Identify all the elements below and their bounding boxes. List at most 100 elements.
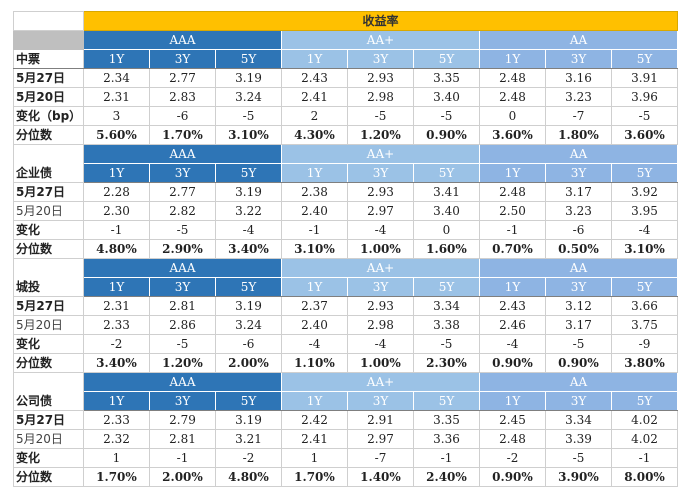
value-cell: 2.45 [479, 410, 546, 430]
value-cell: 3.80% [610, 353, 679, 373]
value-cell: 3.10% [281, 239, 348, 259]
tenor-header: 1Y [83, 49, 150, 69]
value-cell: 2.42 [281, 410, 348, 430]
tenor-header: 3Y [545, 163, 612, 183]
tenor-header: 5Y [611, 277, 678, 297]
value-cell: 4.30% [281, 125, 348, 145]
value-cell: 2.28 [83, 182, 150, 202]
value-cell: 2.40% [413, 467, 480, 487]
value-cell: 2.98 [347, 87, 414, 107]
table-row: 5月27日 2.34 2.77 3.19 2.43 2.93 3.35 2.48 3.16 3.9… [13, 68, 679, 88]
value-cell: 1.80% [545, 125, 612, 145]
value-cell: 3.23 [545, 201, 612, 221]
table-row: 变化 1 -1 -2 1 -7 -1 -2 -5 -1 [13, 448, 679, 468]
value-cell: -5 [545, 334, 612, 354]
value-cell: 3.36 [413, 429, 480, 449]
value-cell: 0.90% [479, 467, 546, 487]
value-cell: 3.96 [610, 87, 679, 107]
value-cell: 3.35 [413, 410, 480, 430]
value-cell: 2.86 [149, 315, 216, 335]
table-row: 5月27日 2.33 2.79 3.19 2.42 2.91 3.35 2.45 3.34 4.0… [13, 410, 679, 430]
row-label: 5月27日 [13, 296, 84, 316]
tenor-header: 1Y [83, 163, 150, 183]
value-cell: 2.97 [347, 429, 414, 449]
value-cell: 2.77 [149, 68, 216, 88]
grade-header: AA [479, 144, 678, 164]
value-cell: -5 [347, 106, 414, 126]
value-cell: 3.34 [545, 410, 612, 430]
table-row: 分位数 4.80% 2.90% 3.40% 3.10% 1.00% 1.60% 0.70% 0.… [13, 239, 679, 259]
value-cell: 1.40% [347, 467, 414, 487]
value-cell: 3.23 [545, 87, 612, 107]
value-cell: 4.80% [83, 239, 150, 259]
value-cell: 2.79 [149, 410, 216, 430]
value-cell: -1 [479, 220, 546, 240]
value-cell: 3 [83, 106, 150, 126]
tenor-header: 5Y [611, 163, 678, 183]
value-cell: 0.90% [413, 125, 480, 145]
value-cell: -4 [215, 220, 282, 240]
value-cell: 3.19 [215, 68, 282, 88]
value-cell: 2.33 [83, 315, 150, 335]
row-label: 5月20日 [13, 315, 84, 335]
value-cell: -7 [545, 106, 612, 126]
value-cell: 4.02 [610, 429, 679, 449]
value-cell: 8.00% [610, 467, 679, 487]
value-cell: 2.40 [281, 201, 348, 221]
value-cell: 3.39 [545, 429, 612, 449]
grade-header: AA+ [281, 30, 480, 50]
grade-header-row: 城投 AAA AA+ AA [13, 258, 678, 297]
grade-header-row: 公司债 AAA AA+ AA [13, 372, 678, 411]
table-title: 收益率 [82, 11, 679, 31]
row-label: 变化 [13, 334, 84, 354]
value-cell: 3.24 [215, 87, 282, 107]
row-label: 5月27日 [13, 68, 84, 88]
value-cell: -5 [215, 106, 282, 126]
tenor-header: 5Y [413, 163, 480, 183]
value-cell: 2.34 [83, 68, 150, 88]
value-cell: 3.40 [413, 201, 480, 221]
value-cell: 2.77 [149, 182, 216, 202]
table-row: 分位数 3.40% 1.20% 2.00% 1.10% 1.00% 2.30% 0.90% 0.… [13, 353, 679, 373]
value-cell: -6 [149, 106, 216, 126]
table-row: 5月20日 2.31 2.83 3.24 2.41 2.98 3.40 2.48 3.23 3.9… [13, 87, 679, 107]
value-cell: 2.00% [149, 467, 216, 487]
grade-header: AA+ [281, 372, 480, 392]
row-label: 分位数 [13, 467, 84, 487]
table-row: 分位数 5.60% 1.70% 3.10% 4.30% 1.20% 0.90% 3.60% 1.… [13, 125, 679, 145]
value-cell: 0.90% [545, 353, 612, 373]
corner-cell [13, 11, 84, 31]
value-cell: 0.70% [479, 239, 546, 259]
value-cell: 2.37 [281, 296, 348, 316]
value-cell: 2.32 [83, 429, 150, 449]
row-label: 5月20日 [13, 429, 84, 449]
row-label: 5月27日 [13, 182, 84, 202]
tenor-header: 3Y [149, 277, 216, 297]
value-cell: 2.43 [281, 68, 348, 88]
row-label: 变化 [13, 448, 84, 468]
value-cell: 0 [479, 106, 546, 126]
value-cell: 1.00% [347, 353, 414, 373]
value-cell: 3.38 [413, 315, 480, 335]
value-cell: 3.91 [610, 68, 679, 88]
tenor-header: 3Y [149, 391, 216, 411]
value-cell: 2.48 [479, 429, 546, 449]
value-cell: 2.00% [215, 353, 282, 373]
tenor-header-row: 1Y 3Y 5Y 1Y 3Y 5Y 1Y 3Y 5Y [14, 391, 678, 411]
value-cell: -5 [149, 220, 216, 240]
grade-header-row: 企业债 AAA AA+ AA [13, 144, 678, 183]
tenor-header: 1Y [479, 163, 546, 183]
value-cell: 3.10% [610, 239, 679, 259]
value-cell: -2 [479, 448, 546, 468]
grade-header: AAA [83, 144, 282, 164]
table-row: 5月20日 2.30 2.82 3.22 2.40 2.97 3.40 2.50 3.23 3.9… [13, 201, 679, 221]
value-cell: 2 [281, 106, 348, 126]
value-cell: 1.20% [149, 353, 216, 373]
tenor-header: 3Y [347, 391, 414, 411]
value-cell: 2.46 [479, 315, 546, 335]
value-cell: 5.60% [83, 125, 150, 145]
value-cell: 2.43 [479, 296, 546, 316]
tenor-header-row: 1Y 3Y 5Y 1Y 3Y 5Y 1Y 3Y 5Y [14, 277, 678, 297]
value-cell: 3.40 [413, 87, 480, 107]
tenor-header: 5Y [611, 391, 678, 411]
